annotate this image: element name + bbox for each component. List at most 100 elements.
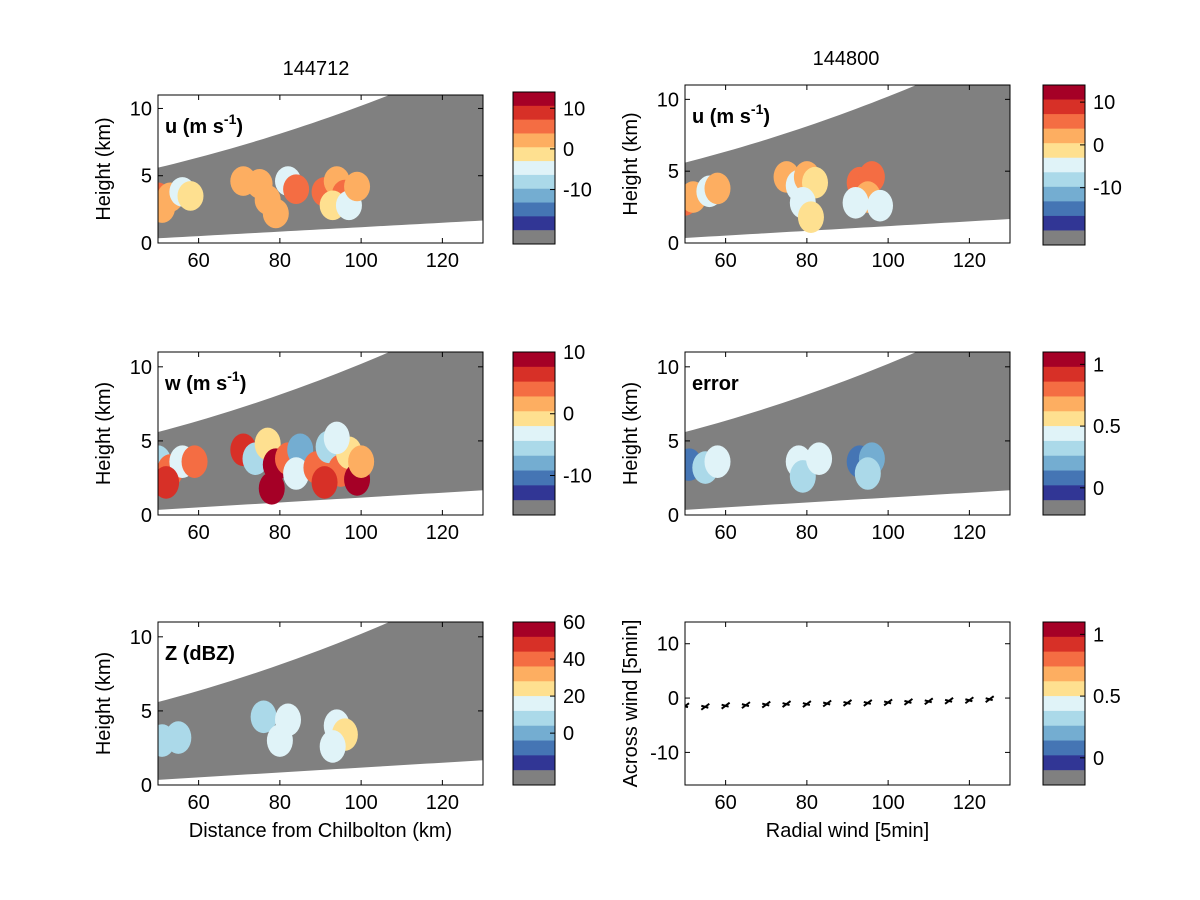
colorbar-frame [512, 621, 556, 786]
colorbar-segment [513, 755, 555, 771]
y-axis-label: Height (km) [93, 382, 115, 485]
data-cell [275, 703, 301, 737]
x-tick-label: 120 [953, 792, 986, 814]
colorbar-segment [513, 666, 555, 682]
colorbar-segment [513, 366, 555, 383]
wind-vector [685, 702, 690, 709]
x-tick-label: 80 [796, 250, 818, 272]
colorbar-frame [1042, 84, 1086, 246]
colorbar-tick-label: 0 [1093, 135, 1104, 157]
axes-frame [684, 351, 1011, 516]
x-tick-label: 100 [871, 792, 904, 814]
colorbar-segment [513, 636, 555, 653]
x-tick-label: 60 [188, 522, 210, 544]
y-axis-label: Height (km) [93, 652, 115, 755]
y-tick-label: 5 [141, 166, 152, 188]
data-cell [854, 457, 881, 490]
wind-vector [741, 701, 751, 709]
colorbar-segment [513, 352, 555, 368]
colorbar-tick-label: 0.5 [1093, 416, 1121, 438]
colorbar-segment [1043, 411, 1085, 427]
colorbar-frame [512, 351, 556, 516]
x-axis-label: Radial wind [5min] [766, 820, 929, 842]
panel-Z-144712: 60 80 100 120 0 5 10 Height (km) Distance from C… [93, 612, 585, 842]
colorbar: 60 40 20 0 [512, 612, 585, 786]
y-tick-label: 0 [668, 688, 679, 710]
wind-vector [721, 701, 731, 710]
colorbar-frame [1042, 621, 1086, 786]
axes-frame [157, 621, 484, 786]
data-cell [158, 466, 180, 499]
wind-vector [781, 700, 792, 708]
y-axis-label: Across wind [5min] [620, 620, 642, 788]
y-axis-label: Height (km) [620, 382, 642, 485]
colorbar: 10 0 -10 [512, 342, 592, 516]
data-cell [262, 198, 289, 229]
colorbar-segment [513, 411, 555, 427]
y-tick-label: 5 [141, 431, 152, 453]
panel-label: error [692, 373, 739, 395]
title-left: 144712 [283, 58, 350, 80]
y-tick-label: 10 [657, 634, 679, 656]
colorbar-segment [513, 216, 555, 231]
colorbar-segment [513, 105, 555, 121]
colorbar-tick-label: -10 [1093, 178, 1122, 200]
x-tick-label: 80 [269, 792, 291, 814]
panel-label: u (m s-1) [165, 111, 243, 138]
colorbar: 10 0 -10 [1042, 84, 1122, 246]
x-tick-label: 120 [953, 522, 986, 544]
colorbar-segment [513, 622, 555, 638]
y-tick-label: 10 [130, 357, 152, 379]
colorbar-tick-label: 10 [1093, 92, 1115, 114]
x-tick-label: 60 [188, 250, 210, 272]
colorbar-segment [513, 133, 555, 148]
colorbar-segment [1043, 157, 1085, 173]
colorbar-segment [513, 485, 555, 501]
y-tick-label: 5 [141, 701, 152, 723]
colorbar-segment [1043, 740, 1085, 756]
colorbar-segment [513, 696, 555, 712]
y-tick-label: 10 [130, 627, 152, 649]
x-tick-label: 60 [715, 250, 737, 272]
data-cell [842, 186, 869, 219]
y-tick-label: 5 [668, 161, 679, 183]
panel-label: Z (dBZ) [165, 643, 235, 665]
colorbar-segment [1043, 725, 1085, 742]
colorbar-segment [1043, 681, 1085, 697]
colorbar-frame [512, 91, 556, 245]
colorbar: 10.50 [1042, 621, 1121, 786]
panel-label: w (m s-1) [164, 368, 246, 395]
data-cell [704, 445, 731, 478]
data-cell [311, 466, 338, 499]
x-tick-label: 120 [426, 522, 459, 544]
plot-area [158, 622, 483, 780]
colorbar-segment [513, 681, 555, 697]
colorbar: 10.50 [1042, 351, 1121, 516]
colorbar-segment [1043, 500, 1085, 516]
colorbar-segment [513, 470, 555, 486]
colorbar-segment [1043, 128, 1085, 144]
colorbar-tick-label: 40 [563, 649, 585, 671]
x-tick-label: 120 [953, 250, 986, 272]
y-tick-label: 0 [668, 233, 679, 255]
data-cell [283, 457, 310, 490]
colorbar-segment [1043, 230, 1085, 246]
colorbar-segment [1043, 455, 1085, 472]
colorbar-tick-label: 1 [1093, 354, 1104, 376]
wind-vector [863, 699, 873, 707]
data-cell [344, 171, 371, 202]
colorbar-segment [513, 161, 555, 176]
wind-vector [761, 700, 771, 709]
colorbar-segment [1043, 172, 1085, 188]
y-axis-label: Height (km) [93, 117, 115, 220]
colorbar-tick-label: 1 [1093, 624, 1104, 646]
wind-vector [985, 695, 995, 703]
colorbar-segment [513, 426, 555, 442]
y-tick-label: 10 [657, 89, 679, 111]
colorbar-segment [1043, 770, 1085, 786]
colorbar-segment [513, 651, 555, 667]
colorbar-segment [513, 396, 555, 412]
colorbar-segment [1043, 651, 1085, 667]
axes-frame [684, 621, 1011, 786]
